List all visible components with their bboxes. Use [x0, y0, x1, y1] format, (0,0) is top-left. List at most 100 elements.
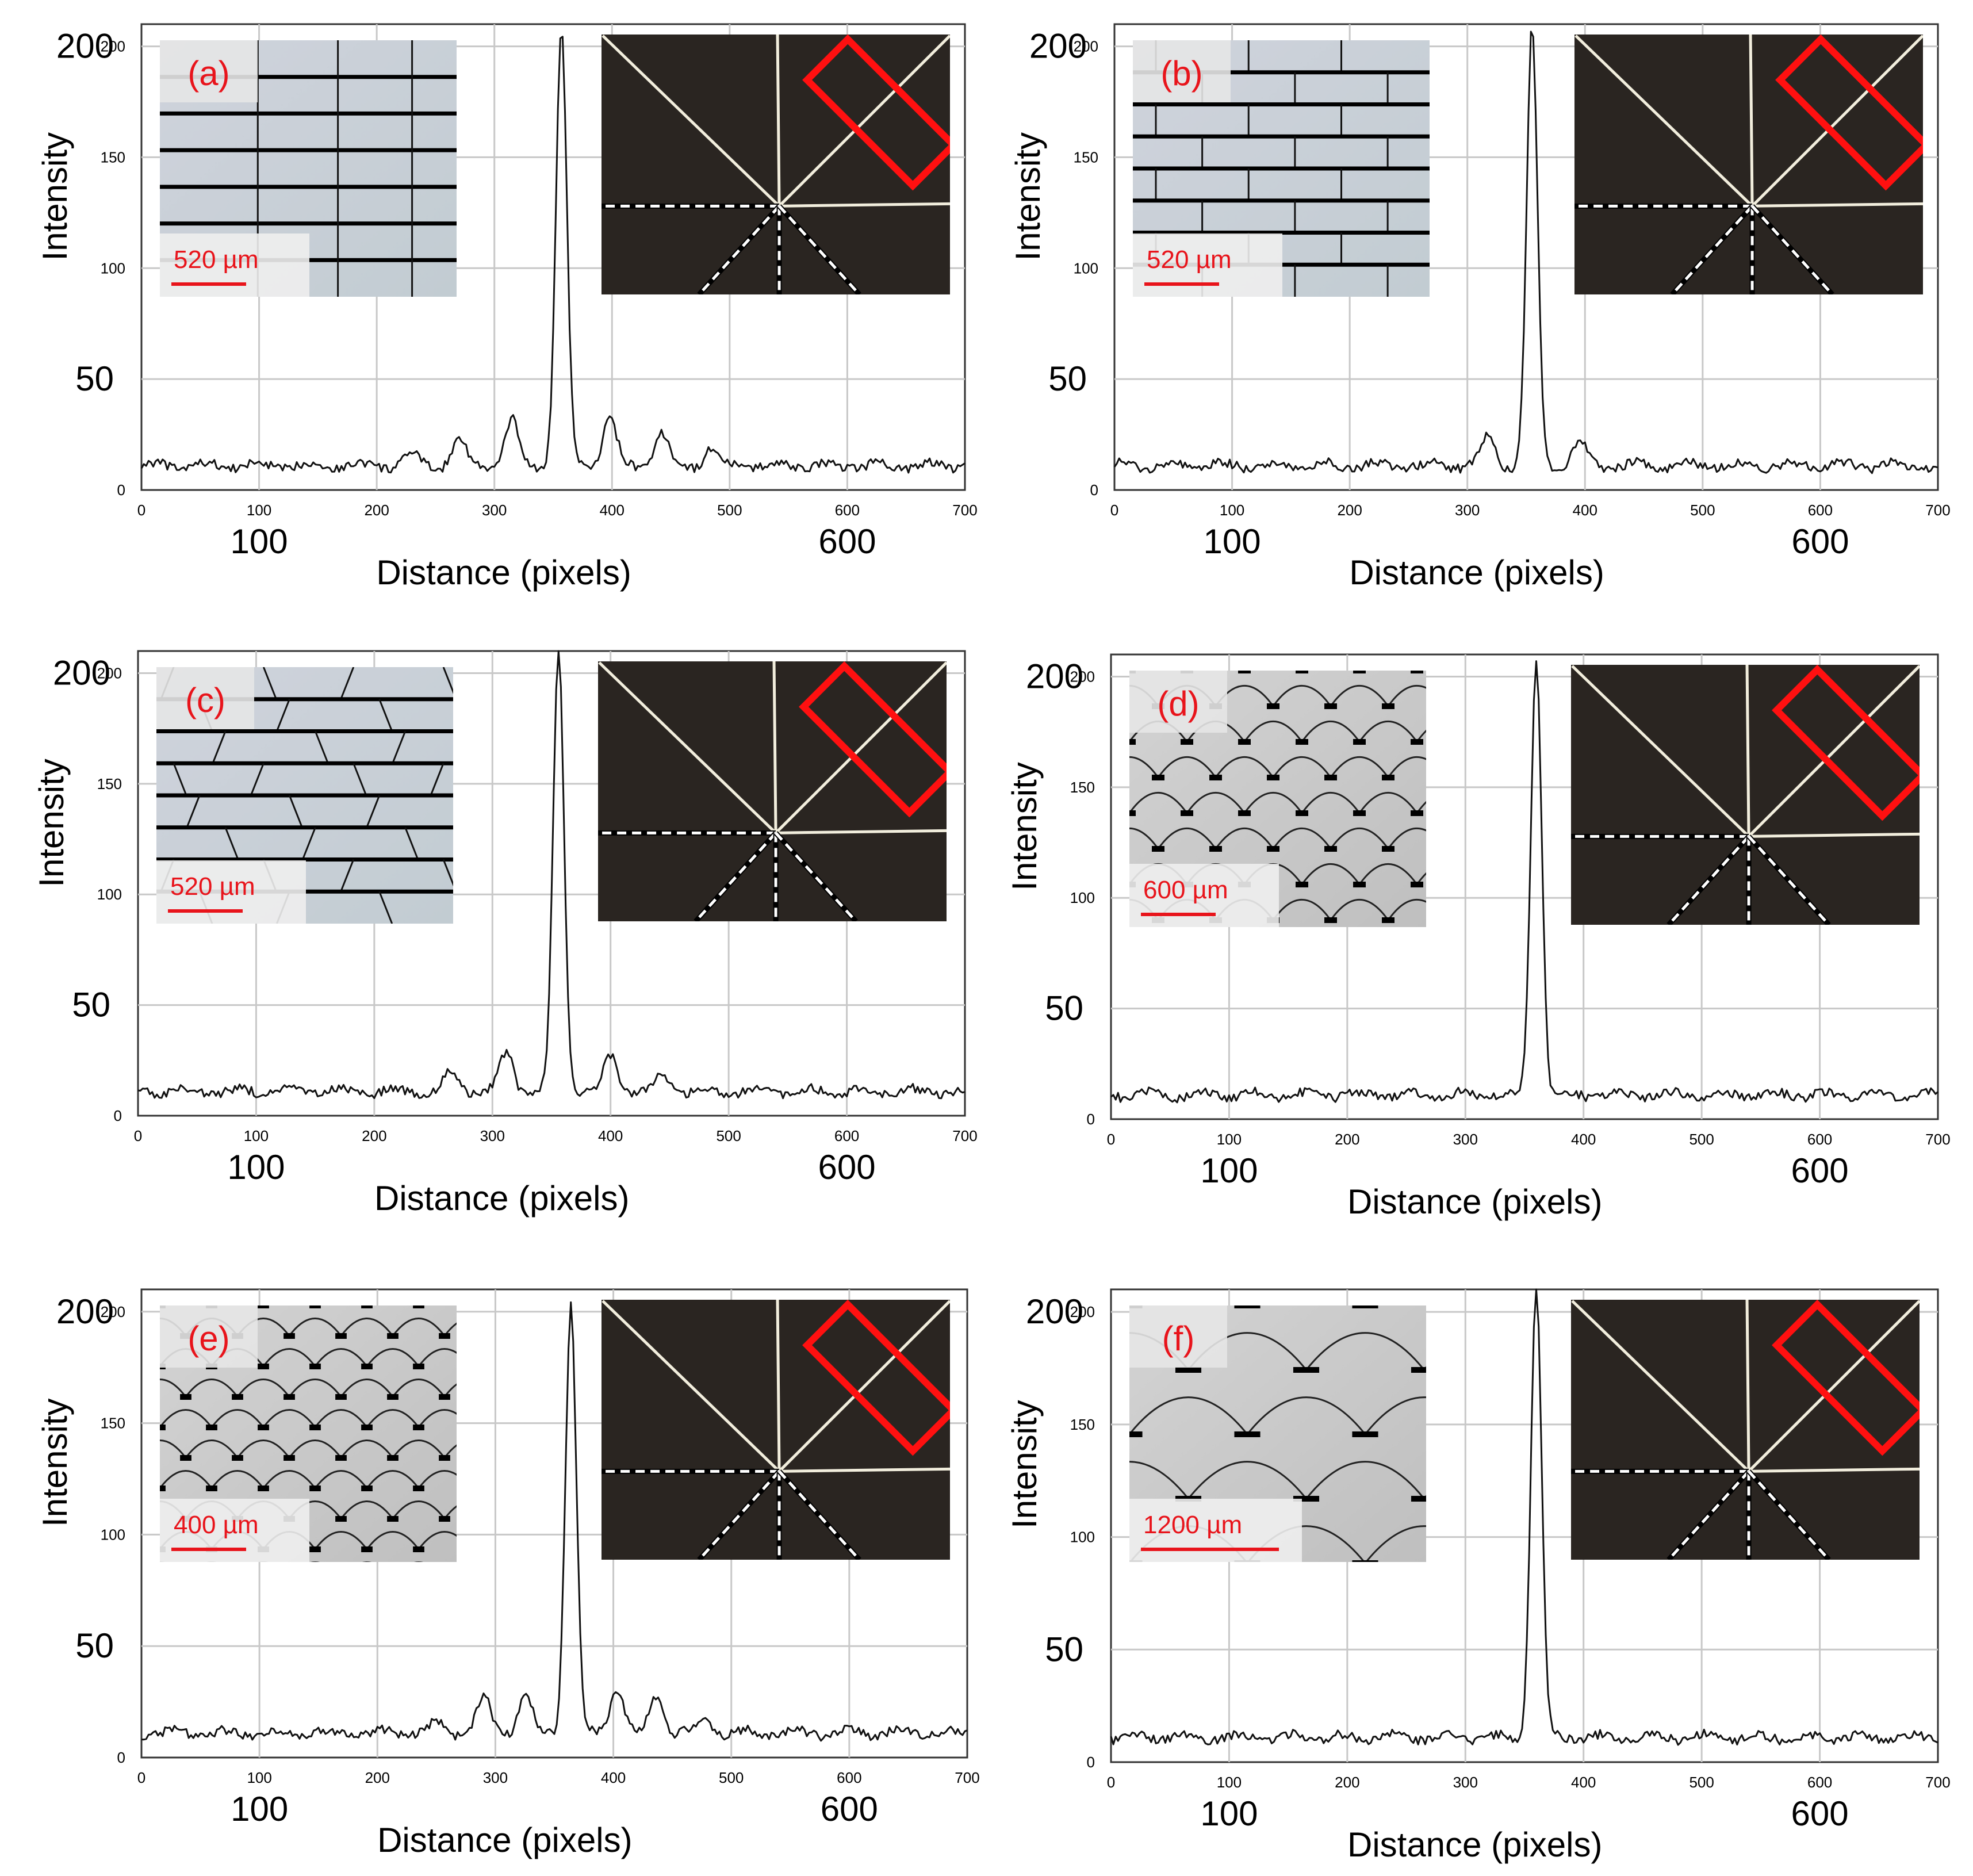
- dashed-ray: [775, 832, 857, 921]
- scale-junction: [206, 1425, 217, 1430]
- brick-joint-line: [275, 699, 290, 732]
- scale-junction: [998, 1560, 1024, 1566]
- intensity-trace: [137, 650, 966, 1100]
- scale-junction: [361, 1364, 373, 1369]
- x-tick-label: 300: [1453, 1131, 1478, 1148]
- x-tick-label-large: 600: [818, 522, 876, 561]
- scale-arc: [366, 1409, 420, 1428]
- y-tick-label: 200: [97, 664, 122, 682]
- diffraction-ray: [776, 829, 947, 834]
- scale-bar-text: 1200 µm: [1143, 1511, 1242, 1539]
- x-axis-label: Distance (pixels): [1349, 553, 1604, 592]
- diffraction-inset: [602, 1300, 950, 1560]
- scale-junction: [413, 1364, 424, 1369]
- brick-joint-line: [340, 667, 355, 700]
- x-tick-label: 700: [952, 1127, 977, 1144]
- scale-junction: [1296, 882, 1308, 887]
- scale-arc: [1243, 792, 1303, 814]
- panel-label: (b): [1160, 54, 1202, 93]
- x-tick-label: 600: [837, 1769, 861, 1786]
- x-tick-label-large: 100: [231, 522, 288, 561]
- scale-arc: [1272, 828, 1332, 849]
- x-axis-label: Distance (pixels): [377, 1821, 632, 1859]
- scale-junction: [413, 1425, 424, 1430]
- x-tick-label: 500: [717, 501, 742, 519]
- y-tick-label: 150: [1074, 148, 1098, 166]
- brick-joint-line: [378, 699, 393, 732]
- scale-arc: [1416, 872, 1426, 885]
- label-box: [160, 40, 258, 102]
- scale-junction: [1094, 703, 1107, 709]
- scale-bar-box: [156, 860, 306, 924]
- scale-bar-box: [1129, 1499, 1302, 1562]
- scale-arc: [366, 1348, 420, 1367]
- brick-joint-line: [404, 827, 419, 860]
- diffraction-ray: [1749, 35, 1754, 206]
- label-box: [160, 1305, 258, 1368]
- dashed-ray: [1748, 1470, 1830, 1560]
- scale-junction: [1238, 671, 1251, 673]
- brick-joint-line: [250, 763, 265, 796]
- scale-arc: [262, 1409, 316, 1428]
- scale-arc: [1330, 899, 1389, 921]
- scale-junction: [1058, 1496, 1083, 1502]
- scale-arc: [1364, 1396, 1426, 1435]
- scale-arc: [314, 1470, 368, 1489]
- scale-arc: [1246, 1396, 1366, 1435]
- x-tick-label-large: 100: [231, 1790, 288, 1828]
- x-tick-label: 100: [247, 501, 271, 519]
- diffraction-ray: [602, 35, 780, 208]
- scale-junction: [1094, 989, 1107, 994]
- y-tick-label: 0: [1087, 1111, 1095, 1128]
- scale-junction: [1129, 1431, 1143, 1437]
- scale-junction: [1411, 882, 1423, 887]
- scale-junction: [335, 1516, 347, 1522]
- x-tick-label: 300: [1453, 1774, 1478, 1791]
- scale-junction: [1238, 810, 1251, 816]
- x-tick-label-large: 600: [821, 1790, 878, 1828]
- dashed-ray: [1748, 835, 1830, 925]
- scale-junction: [258, 1364, 269, 1369]
- scale-arc: [1301, 863, 1361, 885]
- intensity-trace: [140, 36, 966, 474]
- y-tick-label: 150: [1070, 1416, 1095, 1433]
- scale-junction: [1066, 953, 1078, 959]
- intensity-chart-c: 0 100 150 200 50 200 0 100 200 300 400 500 600 700 100…: [32, 650, 978, 1218]
- diffraction-ray: [779, 202, 950, 208]
- x-tick-label: 0: [1107, 1131, 1115, 1148]
- scale-arc: [340, 1318, 394, 1337]
- scale-arc: [417, 1531, 457, 1550]
- diffraction-ray: [1748, 1300, 1920, 1473]
- diffraction-ray: [1748, 665, 1920, 838]
- scale-arc: [340, 1379, 394, 1398]
- brick-joint-line: [442, 859, 453, 887]
- scale-arc: [1157, 756, 1217, 778]
- scale-junction: [1066, 810, 1078, 816]
- scale-junction: [1129, 810, 1136, 816]
- scale-junction: [387, 1516, 399, 1522]
- y-tick-label: 150: [101, 148, 125, 166]
- x-tick-label: 100: [1217, 1774, 1242, 1791]
- scale-arc: [1358, 792, 1418, 814]
- scale-arc: [340, 1500, 394, 1519]
- scale-arc: [160, 1439, 187, 1458]
- x-tick-label: 400: [1573, 501, 1597, 519]
- scale-bar-box: [160, 1499, 309, 1562]
- scale-junction: [284, 1455, 295, 1461]
- scale-bar-text: 600 µm: [1143, 876, 1228, 904]
- scale-junction: [998, 1303, 1024, 1308]
- dashed-ray: [698, 1470, 780, 1560]
- x-tick-label: 0: [137, 501, 145, 519]
- x-tick-label: 400: [1571, 1131, 1596, 1148]
- brick-joint-line: [340, 859, 355, 892]
- scale-arc: [1129, 828, 1159, 849]
- scale-junction: [1296, 739, 1308, 745]
- diffraction-ray: [1571, 665, 1750, 838]
- scale-junction: [1353, 810, 1366, 816]
- x-tick-label-large: 600: [1791, 1151, 1849, 1190]
- y-tick-label-large: 200: [1029, 27, 1087, 66]
- scale-junction: [1152, 775, 1164, 780]
- scale-arc: [1365, 1525, 1426, 1562]
- x-tick-label: 0: [1110, 501, 1118, 519]
- scale-junction: [1058, 1367, 1083, 1373]
